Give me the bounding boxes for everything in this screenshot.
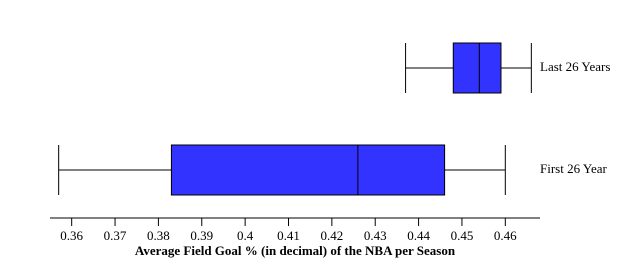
- x-tick-label: 0.42: [320, 228, 343, 243]
- category-label: Last 26 Years: [540, 59, 610, 74]
- x-axis-label: Average Field Goal % (in decimal) of the…: [135, 243, 456, 258]
- x-tick-label: 0.43: [364, 228, 387, 243]
- x-tick-label: 0.46: [494, 228, 517, 243]
- x-tick-label: 0.37: [104, 228, 127, 243]
- x-tick-label: 0.41: [277, 228, 300, 243]
- x-tick-label: 0.36: [60, 228, 83, 243]
- x-tick-label: 0.45: [451, 228, 474, 243]
- x-tick-label: 0.38: [147, 228, 170, 243]
- box: [452, 42, 502, 94]
- x-tick-label: 0.39: [190, 228, 213, 243]
- box: [170, 144, 446, 196]
- x-tick-label: 0.44: [407, 228, 430, 243]
- category-label: First 26 Year: [540, 161, 607, 176]
- x-tick-label: 0.4: [237, 228, 254, 243]
